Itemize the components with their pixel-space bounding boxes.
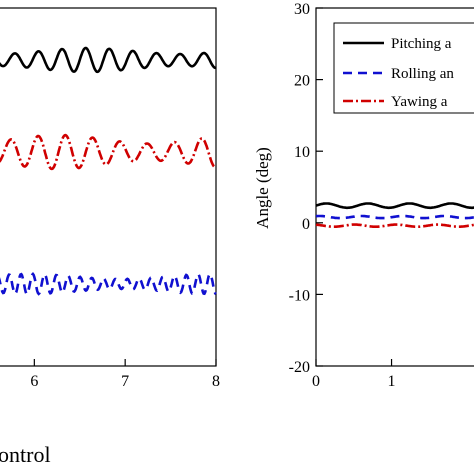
right-y-tick-label: 30	[294, 1, 310, 18]
left-x-tick-label: 8	[212, 373, 220, 390]
legend-label-yawing: Yawing a	[391, 94, 448, 110]
figure-caption: ontrol	[0, 442, 51, 467]
left-plot-frame	[0, 7, 217, 367]
right-y-tick-label: 0	[302, 216, 310, 233]
legend-box	[333, 22, 474, 114]
right-series-line-0	[315, 202, 474, 210]
legend: Pitching a Rolling an Yawing a	[333, 22, 474, 114]
left-x-tick-label: 6	[30, 373, 38, 390]
left-panel: 6 7 8	[0, 7, 220, 390]
right-y-tick-label: 20	[294, 73, 310, 90]
left-x-tick-label: 7	[121, 373, 129, 390]
right-x-tick-label: 1	[388, 373, 396, 390]
left-series-group	[0, 46, 217, 296]
right-series-line-1	[315, 214, 474, 220]
right-y-tick-label: -20	[289, 359, 310, 376]
legend-label-pitching: Pitching a	[391, 36, 452, 52]
right-x-tick-label: 0	[312, 373, 320, 390]
right-y-axis-label: Angle (deg)	[253, 147, 272, 229]
legend-label-rolling: Rolling an	[391, 66, 454, 82]
right-series-line-2	[315, 223, 474, 228]
left-x-ticks: 6 7 8	[30, 359, 220, 390]
right-y-ticks: 30 20 10 0 -10 -20	[289, 1, 323, 376]
right-plot-frame	[315, 7, 474, 367]
left-series-line-1	[0, 133, 217, 171]
right-y-tick-label: -10	[289, 287, 310, 304]
right-series-group	[315, 202, 474, 228]
right-y-tick-label: 10	[294, 144, 310, 161]
left-series-line-0	[0, 46, 217, 74]
left-series-line-2	[0, 272, 217, 296]
